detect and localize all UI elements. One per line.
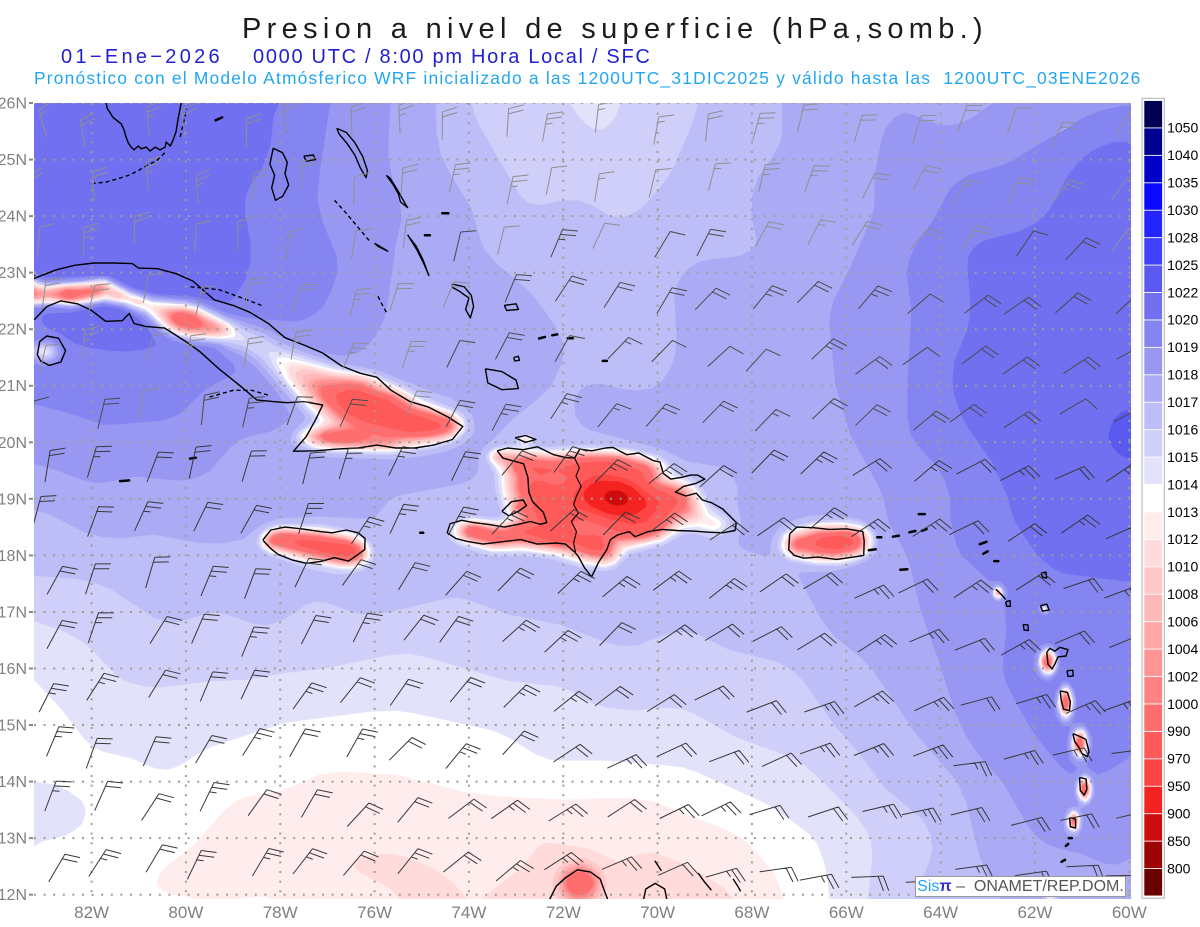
svg-text:1028: 1028 — [1167, 230, 1198, 246]
svg-text:1015: 1015 — [1167, 449, 1198, 465]
svg-text:1014: 1014 — [1167, 476, 1198, 492]
svg-text:1012: 1012 — [1167, 531, 1198, 547]
svg-text:900: 900 — [1167, 806, 1191, 822]
svg-text:15N: 15N — [0, 718, 27, 735]
svg-text:20N: 20N — [0, 435, 27, 452]
svg-text:80W: 80W — [168, 903, 203, 922]
svg-text:74W: 74W — [451, 903, 486, 922]
svg-text:60W: 60W — [1112, 903, 1147, 922]
svg-text:23N: 23N — [0, 265, 27, 282]
svg-text:970: 970 — [1167, 751, 1191, 767]
svg-text:18N: 18N — [0, 548, 27, 565]
svg-text:14N: 14N — [0, 774, 27, 791]
svg-text:66W: 66W — [829, 903, 864, 922]
svg-text:1035: 1035 — [1167, 175, 1198, 191]
svg-text:26N: 26N — [0, 96, 27, 113]
svg-text:76W: 76W — [357, 903, 392, 922]
svg-text:990: 990 — [1167, 723, 1191, 739]
svg-text:17N: 17N — [0, 605, 27, 622]
svg-text:800: 800 — [1167, 860, 1191, 876]
svg-text:1000: 1000 — [1167, 696, 1198, 712]
svg-text:1018: 1018 — [1167, 367, 1198, 383]
svg-text:1030: 1030 — [1167, 202, 1198, 218]
svg-text:25N: 25N — [0, 152, 27, 169]
svg-text:21N: 21N — [0, 378, 27, 395]
svg-text:1019: 1019 — [1167, 339, 1198, 355]
svg-text:70W: 70W — [640, 903, 675, 922]
svg-text:950: 950 — [1167, 778, 1191, 794]
svg-text:12N: 12N — [0, 887, 27, 904]
svg-text:1050: 1050 — [1167, 120, 1198, 136]
svg-text:1008: 1008 — [1167, 586, 1198, 602]
svg-text:1020: 1020 — [1167, 312, 1198, 328]
svg-text:62W: 62W — [1018, 903, 1053, 922]
svg-text:19N: 19N — [0, 491, 27, 508]
svg-text:1004: 1004 — [1167, 641, 1198, 657]
svg-text:22N: 22N — [0, 322, 27, 339]
svg-text:1017: 1017 — [1167, 394, 1198, 410]
svg-text:68W: 68W — [734, 903, 769, 922]
svg-text:72W: 72W — [546, 903, 581, 922]
svg-text:13N: 13N — [0, 831, 27, 848]
svg-text:1025: 1025 — [1167, 257, 1198, 273]
svg-text:1006: 1006 — [1167, 614, 1198, 630]
svg-text:1013: 1013 — [1167, 504, 1198, 520]
svg-text:16N: 16N — [0, 661, 27, 678]
svg-text:1040: 1040 — [1167, 147, 1198, 163]
svg-text:78W: 78W — [263, 903, 298, 922]
svg-text:1010: 1010 — [1167, 559, 1198, 575]
svg-text:1016: 1016 — [1167, 422, 1198, 438]
svg-text:1022: 1022 — [1167, 284, 1198, 300]
svg-text:64W: 64W — [923, 903, 958, 922]
svg-text:850: 850 — [1167, 833, 1191, 849]
svg-text:82W: 82W — [74, 903, 109, 922]
svg-text:24N: 24N — [0, 209, 27, 226]
svg-text:1002: 1002 — [1167, 668, 1198, 684]
